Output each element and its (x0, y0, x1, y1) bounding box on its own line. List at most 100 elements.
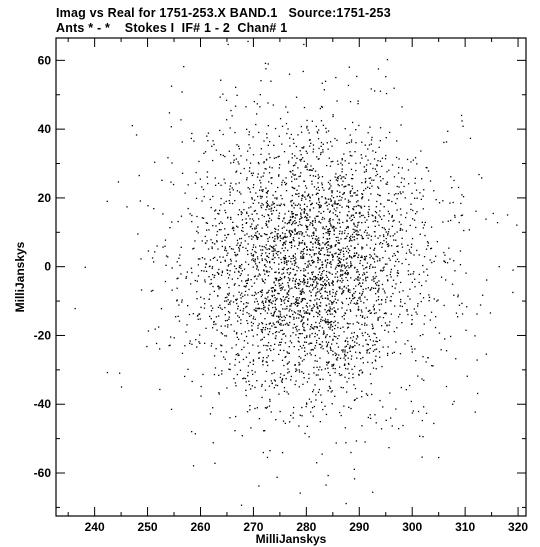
data-point (312, 144, 315, 146)
data-point (304, 337, 306, 339)
data-point (341, 274, 343, 277)
data-point (181, 352, 184, 354)
data-point (371, 185, 373, 187)
data-point (300, 160, 302, 162)
data-point (316, 303, 318, 306)
data-point (330, 324, 332, 326)
data-point (284, 276, 286, 278)
data-point (305, 150, 307, 152)
data-point (293, 174, 295, 176)
data-point (200, 296, 202, 298)
data-point (298, 287, 300, 290)
data-point (306, 205, 308, 208)
data-point (294, 228, 296, 230)
data-point (335, 179, 337, 181)
data-point (269, 400, 271, 402)
data-point (278, 174, 280, 176)
data-point (253, 100, 255, 103)
data-point (304, 191, 306, 193)
data-point (380, 303, 382, 305)
data-point (240, 172, 242, 174)
data-point (356, 357, 358, 359)
data-point (340, 249, 342, 251)
data-point (321, 295, 323, 297)
data-point (235, 299, 237, 301)
data-point (261, 323, 264, 325)
data-point (355, 169, 357, 172)
data-point (358, 205, 360, 207)
data-point (421, 221, 423, 223)
data-point (372, 220, 374, 223)
data-point (336, 207, 338, 209)
data-point (202, 217, 205, 219)
data-point (287, 222, 290, 224)
data-point (489, 312, 492, 314)
data-point (375, 151, 377, 153)
data-point (322, 226, 324, 228)
data-point (260, 339, 262, 341)
data-point (345, 345, 347, 347)
data-point (245, 356, 248, 358)
data-point (303, 268, 305, 270)
data-point (287, 324, 289, 326)
data-point (293, 323, 295, 325)
data-point (363, 268, 365, 270)
data-point (229, 258, 232, 260)
data-point (314, 241, 316, 243)
data-point (311, 235, 313, 237)
data-point (162, 246, 164, 248)
data-point (283, 258, 285, 260)
data-point (258, 202, 260, 204)
data-point (415, 360, 417, 362)
data-point (196, 280, 198, 282)
data-point (329, 328, 331, 330)
data-point (351, 264, 353, 267)
data-point (307, 214, 309, 216)
data-point (332, 338, 334, 340)
data-point (486, 279, 488, 281)
data-point (308, 193, 310, 195)
data-point (251, 294, 253, 296)
data-point (452, 201, 454, 204)
data-point (200, 395, 202, 397)
data-point (238, 284, 240, 287)
data-point (272, 255, 274, 257)
data-point (454, 214, 456, 217)
data-point (247, 342, 249, 344)
data-point (302, 344, 305, 347)
data-point (329, 238, 331, 240)
data-point (239, 294, 242, 296)
data-point (298, 233, 301, 235)
data-point (329, 309, 331, 312)
data-point (395, 260, 397, 263)
data-point (414, 348, 416, 350)
data-point (325, 341, 328, 343)
data-point (360, 256, 362, 258)
data-point (271, 213, 273, 215)
data-point (314, 221, 316, 223)
data-point (262, 189, 264, 191)
data-point (274, 337, 276, 339)
data-point (252, 255, 254, 257)
data-point (295, 370, 297, 373)
data-point (383, 206, 385, 208)
data-point (401, 106, 403, 108)
data-point (275, 384, 277, 386)
data-point (485, 218, 487, 220)
data-point (218, 374, 220, 376)
data-point (355, 194, 357, 196)
data-point (322, 348, 324, 350)
data-point (294, 364, 296, 366)
data-point (342, 326, 344, 328)
data-point (421, 178, 423, 180)
data-point (381, 325, 383, 327)
data-point (210, 278, 212, 281)
data-point (379, 127, 382, 129)
data-point (329, 165, 332, 167)
data-point (326, 241, 328, 244)
data-point (270, 287, 272, 289)
data-point (373, 253, 376, 255)
data-point (263, 269, 265, 271)
data-point (352, 298, 354, 300)
data-point (336, 160, 339, 162)
